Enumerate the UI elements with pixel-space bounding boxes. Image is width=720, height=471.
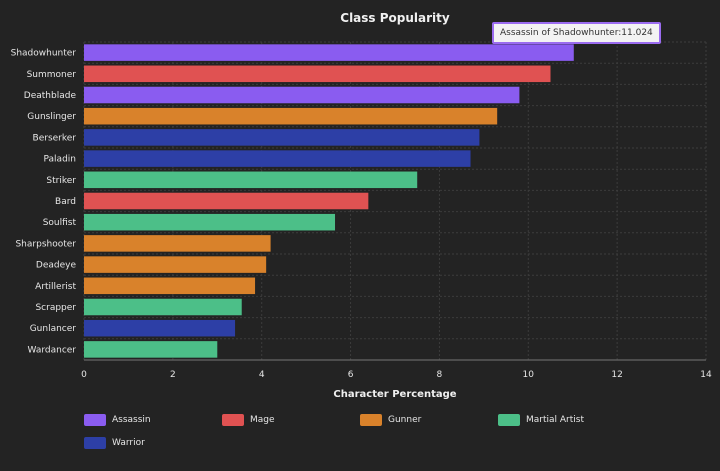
category-label-bard: Bard — [55, 197, 76, 207]
x-tick-label-4: 4 — [259, 370, 265, 380]
category-label-summoner: Summoner — [27, 70, 77, 80]
legend-item-assassin[interactable]: Assassin — [84, 414, 151, 426]
bar-scrapper[interactable] — [84, 298, 242, 316]
x-tick-label-6: 6 — [348, 370, 354, 380]
bar-striker[interactable] — [84, 171, 418, 189]
legend-label: Martial Artist — [526, 415, 584, 425]
bar-artillerist[interactable] — [84, 277, 256, 295]
legend-label: Assassin — [112, 415, 151, 425]
x-tick-labels: 0 2 4 6 8 10 12 14 — [81, 370, 712, 380]
category-label-scrapper: Scrapper — [35, 303, 76, 313]
bar-chart: Class Popularity Shadowhunter Summoner Dea… — [11, 11, 712, 400]
legend-swatch — [360, 414, 382, 426]
bar-shadowhunter[interactable] — [84, 44, 574, 61]
category-label-gunslinger: Gunslinger — [27, 112, 76, 122]
legend-swatch — [84, 437, 106, 449]
category-label-shadowhunter: Shadowhunter — [11, 49, 77, 59]
bar-gunlancer[interactable] — [84, 319, 236, 337]
x-tick-label-0: 0 — [81, 370, 87, 380]
x-tick-label-12: 12 — [611, 370, 622, 380]
x-tick-label-10: 10 — [523, 370, 535, 380]
category-label-berserker: Berserker — [33, 133, 77, 143]
bar-soulfist[interactable] — [84, 213, 336, 231]
category-label-soulfist: Soulfist — [43, 218, 77, 228]
legend-item-warrior[interactable]: Warrior — [84, 437, 145, 449]
legend-swatch — [84, 414, 106, 426]
category-label-paladin: Paladin — [44, 155, 76, 165]
legend-label: Warrior — [112, 438, 145, 448]
bar-wardancer[interactable] — [84, 341, 218, 358]
bar-deadeye[interactable] — [84, 256, 267, 273]
bar-gunslinger[interactable] — [84, 107, 498, 125]
bar-bard[interactable] — [84, 192, 369, 210]
bar-sharpshooter[interactable] — [84, 235, 271, 252]
bar-paladin[interactable] — [84, 150, 471, 167]
legend-label: Gunner — [388, 415, 422, 425]
category-labels: Shadowhunter Summoner Deathblade Gunslinger… — [11, 49, 77, 356]
legend-label: Mage — [250, 415, 275, 425]
legend-swatch — [498, 414, 520, 426]
category-label-artillerist: Artillerist — [35, 282, 76, 292]
x-tick-label-8: 8 — [437, 370, 443, 380]
x-tick-label-14: 14 — [700, 370, 712, 380]
category-label-deathblade: Deathblade — [24, 91, 77, 101]
bar-deathblade[interactable] — [84, 86, 520, 104]
category-label-wardancer: Wardancer — [28, 345, 77, 355]
legend-item-mage[interactable]: Mage — [222, 414, 275, 426]
category-label-striker: Striker — [46, 176, 76, 186]
bar-tooltip: Assassin of Shadowhunter:11.024 — [492, 22, 661, 44]
legend-item-gunner[interactable]: Gunner — [360, 414, 421, 426]
chart-title: Class Popularity — [340, 11, 450, 25]
x-axis-label: Character Percentage — [333, 389, 456, 400]
bars — [84, 44, 574, 358]
x-tick-label-2: 2 — [170, 370, 176, 380]
category-label-sharpshooter: Sharpshooter — [15, 239, 76, 249]
legend-swatch — [222, 414, 244, 426]
bar-summoner[interactable] — [84, 65, 551, 83]
legend-item-martial-artist[interactable]: Martial Artist — [498, 414, 584, 426]
category-label-deadeye: Deadeye — [36, 261, 77, 271]
category-label-gunlancer: Gunlancer — [30, 324, 77, 334]
bar-berserker[interactable] — [84, 129, 480, 146]
